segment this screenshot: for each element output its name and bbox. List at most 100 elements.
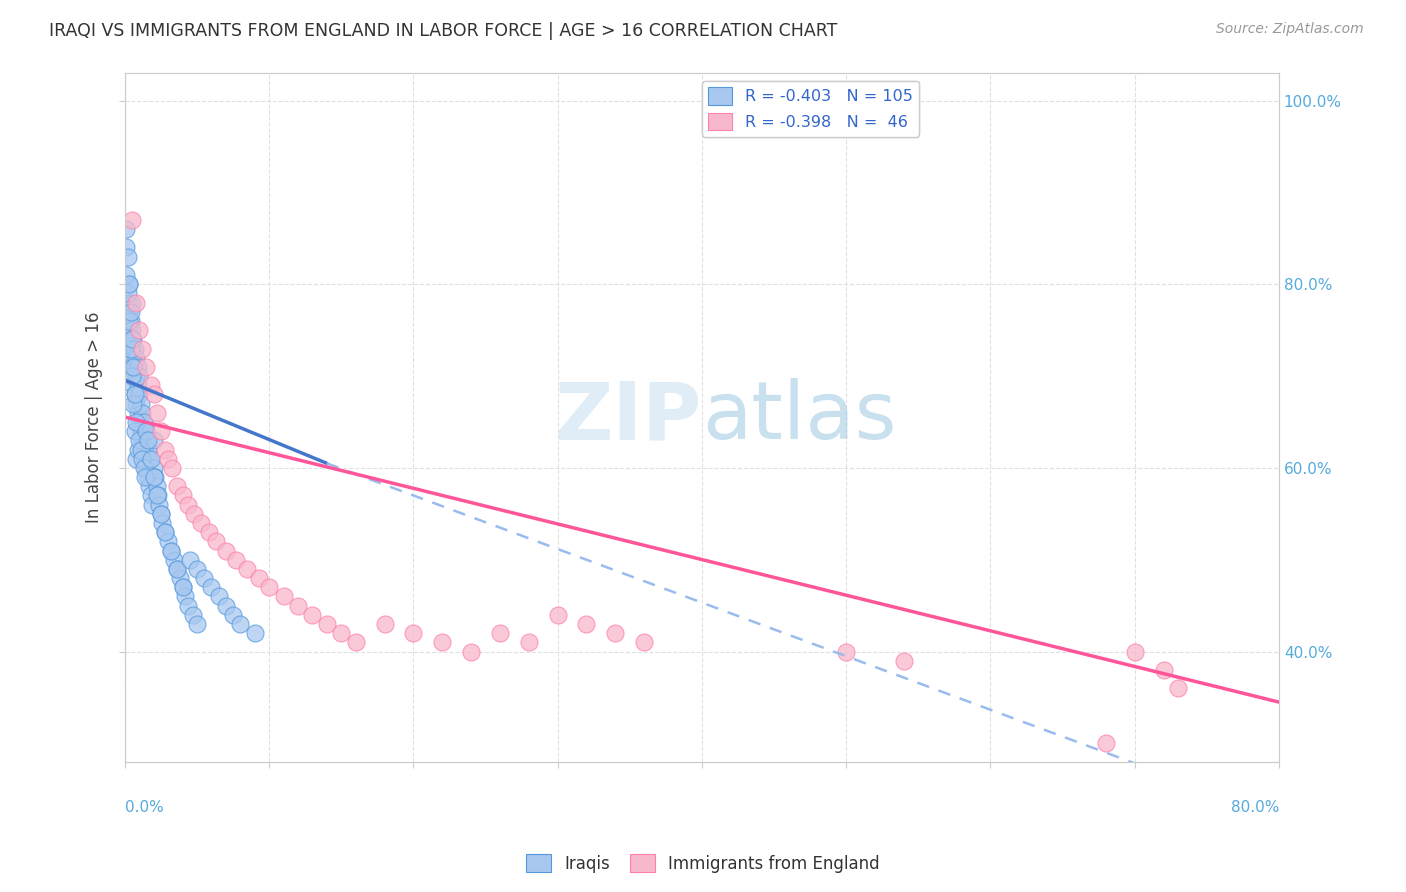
Point	[117, 323, 139, 337]
Point	[193, 571, 215, 585]
Point	[200, 580, 222, 594]
Point	[229, 617, 252, 632]
Point	[124, 387, 146, 401]
Point	[186, 617, 208, 632]
Legend: R = -0.403   N = 105, R = -0.398   N =  46: R = -0.403 N = 105, R = -0.398 N = 46	[702, 81, 920, 136]
Point	[142, 434, 165, 448]
Point	[128, 434, 150, 448]
Point	[174, 590, 197, 604]
Point	[121, 369, 143, 384]
Point	[146, 488, 169, 502]
Point	[125, 396, 148, 410]
Point	[125, 451, 148, 466]
Point	[139, 451, 162, 466]
Point	[517, 635, 540, 649]
Point	[122, 332, 145, 346]
Point	[124, 424, 146, 438]
Point	[122, 359, 145, 374]
Point	[141, 498, 163, 512]
Point	[127, 406, 149, 420]
Point	[301, 607, 323, 622]
Point	[183, 507, 205, 521]
Point	[162, 461, 184, 475]
Point	[128, 369, 150, 384]
Point	[247, 571, 270, 585]
Point	[120, 314, 142, 328]
Point	[163, 553, 186, 567]
Point	[115, 268, 138, 282]
Point	[139, 378, 162, 392]
Point	[121, 342, 143, 356]
Point	[115, 240, 138, 254]
Point	[118, 277, 141, 292]
Point	[124, 387, 146, 401]
Point	[273, 590, 295, 604]
Point	[131, 451, 153, 466]
Point	[204, 534, 226, 549]
Point	[177, 599, 200, 613]
Point	[243, 626, 266, 640]
Point	[155, 442, 177, 457]
Point	[315, 617, 337, 632]
Point	[1167, 681, 1189, 696]
Point	[149, 424, 172, 438]
Point	[155, 525, 177, 540]
Point	[547, 607, 569, 622]
Point	[172, 580, 194, 594]
Point	[155, 525, 177, 540]
Point	[605, 626, 627, 640]
Point	[120, 332, 142, 346]
Point	[124, 359, 146, 374]
Point	[402, 626, 425, 640]
Point	[166, 562, 188, 576]
Point	[172, 488, 194, 502]
Point	[135, 434, 157, 448]
Point	[1153, 663, 1175, 677]
Point	[117, 286, 139, 301]
Text: Source: ZipAtlas.com: Source: ZipAtlas.com	[1216, 22, 1364, 37]
Point	[121, 323, 143, 337]
Point	[136, 434, 159, 448]
Point	[118, 351, 141, 365]
Point	[172, 580, 194, 594]
Point	[128, 387, 150, 401]
Point	[117, 250, 139, 264]
Text: 0.0%: 0.0%	[125, 799, 163, 814]
Point	[128, 415, 150, 429]
Point	[148, 498, 170, 512]
Point	[169, 571, 191, 585]
Point	[129, 396, 152, 410]
Point	[122, 396, 145, 410]
Point	[835, 644, 858, 658]
Point	[124, 342, 146, 356]
Point	[132, 415, 155, 429]
Point	[190, 516, 212, 530]
Point	[127, 442, 149, 457]
Point	[177, 498, 200, 512]
Point	[121, 332, 143, 346]
Point	[489, 626, 512, 640]
Point	[633, 635, 655, 649]
Point	[121, 369, 143, 384]
Point	[138, 451, 160, 466]
Point	[257, 580, 280, 594]
Point	[135, 424, 157, 438]
Point	[135, 359, 157, 374]
Point	[128, 323, 150, 337]
Point	[207, 590, 229, 604]
Point	[118, 277, 141, 292]
Point	[122, 378, 145, 392]
Point	[166, 479, 188, 493]
Legend: Iraqis, Immigrants from England: Iraqis, Immigrants from England	[519, 847, 887, 880]
Point	[1123, 644, 1146, 658]
Point	[125, 369, 148, 384]
Point	[134, 470, 156, 484]
Point	[344, 635, 367, 649]
Point	[117, 295, 139, 310]
Point	[125, 295, 148, 310]
Point	[118, 305, 141, 319]
Point	[432, 635, 454, 649]
Point	[157, 534, 180, 549]
Text: atlas: atlas	[702, 378, 896, 457]
Point	[149, 507, 172, 521]
